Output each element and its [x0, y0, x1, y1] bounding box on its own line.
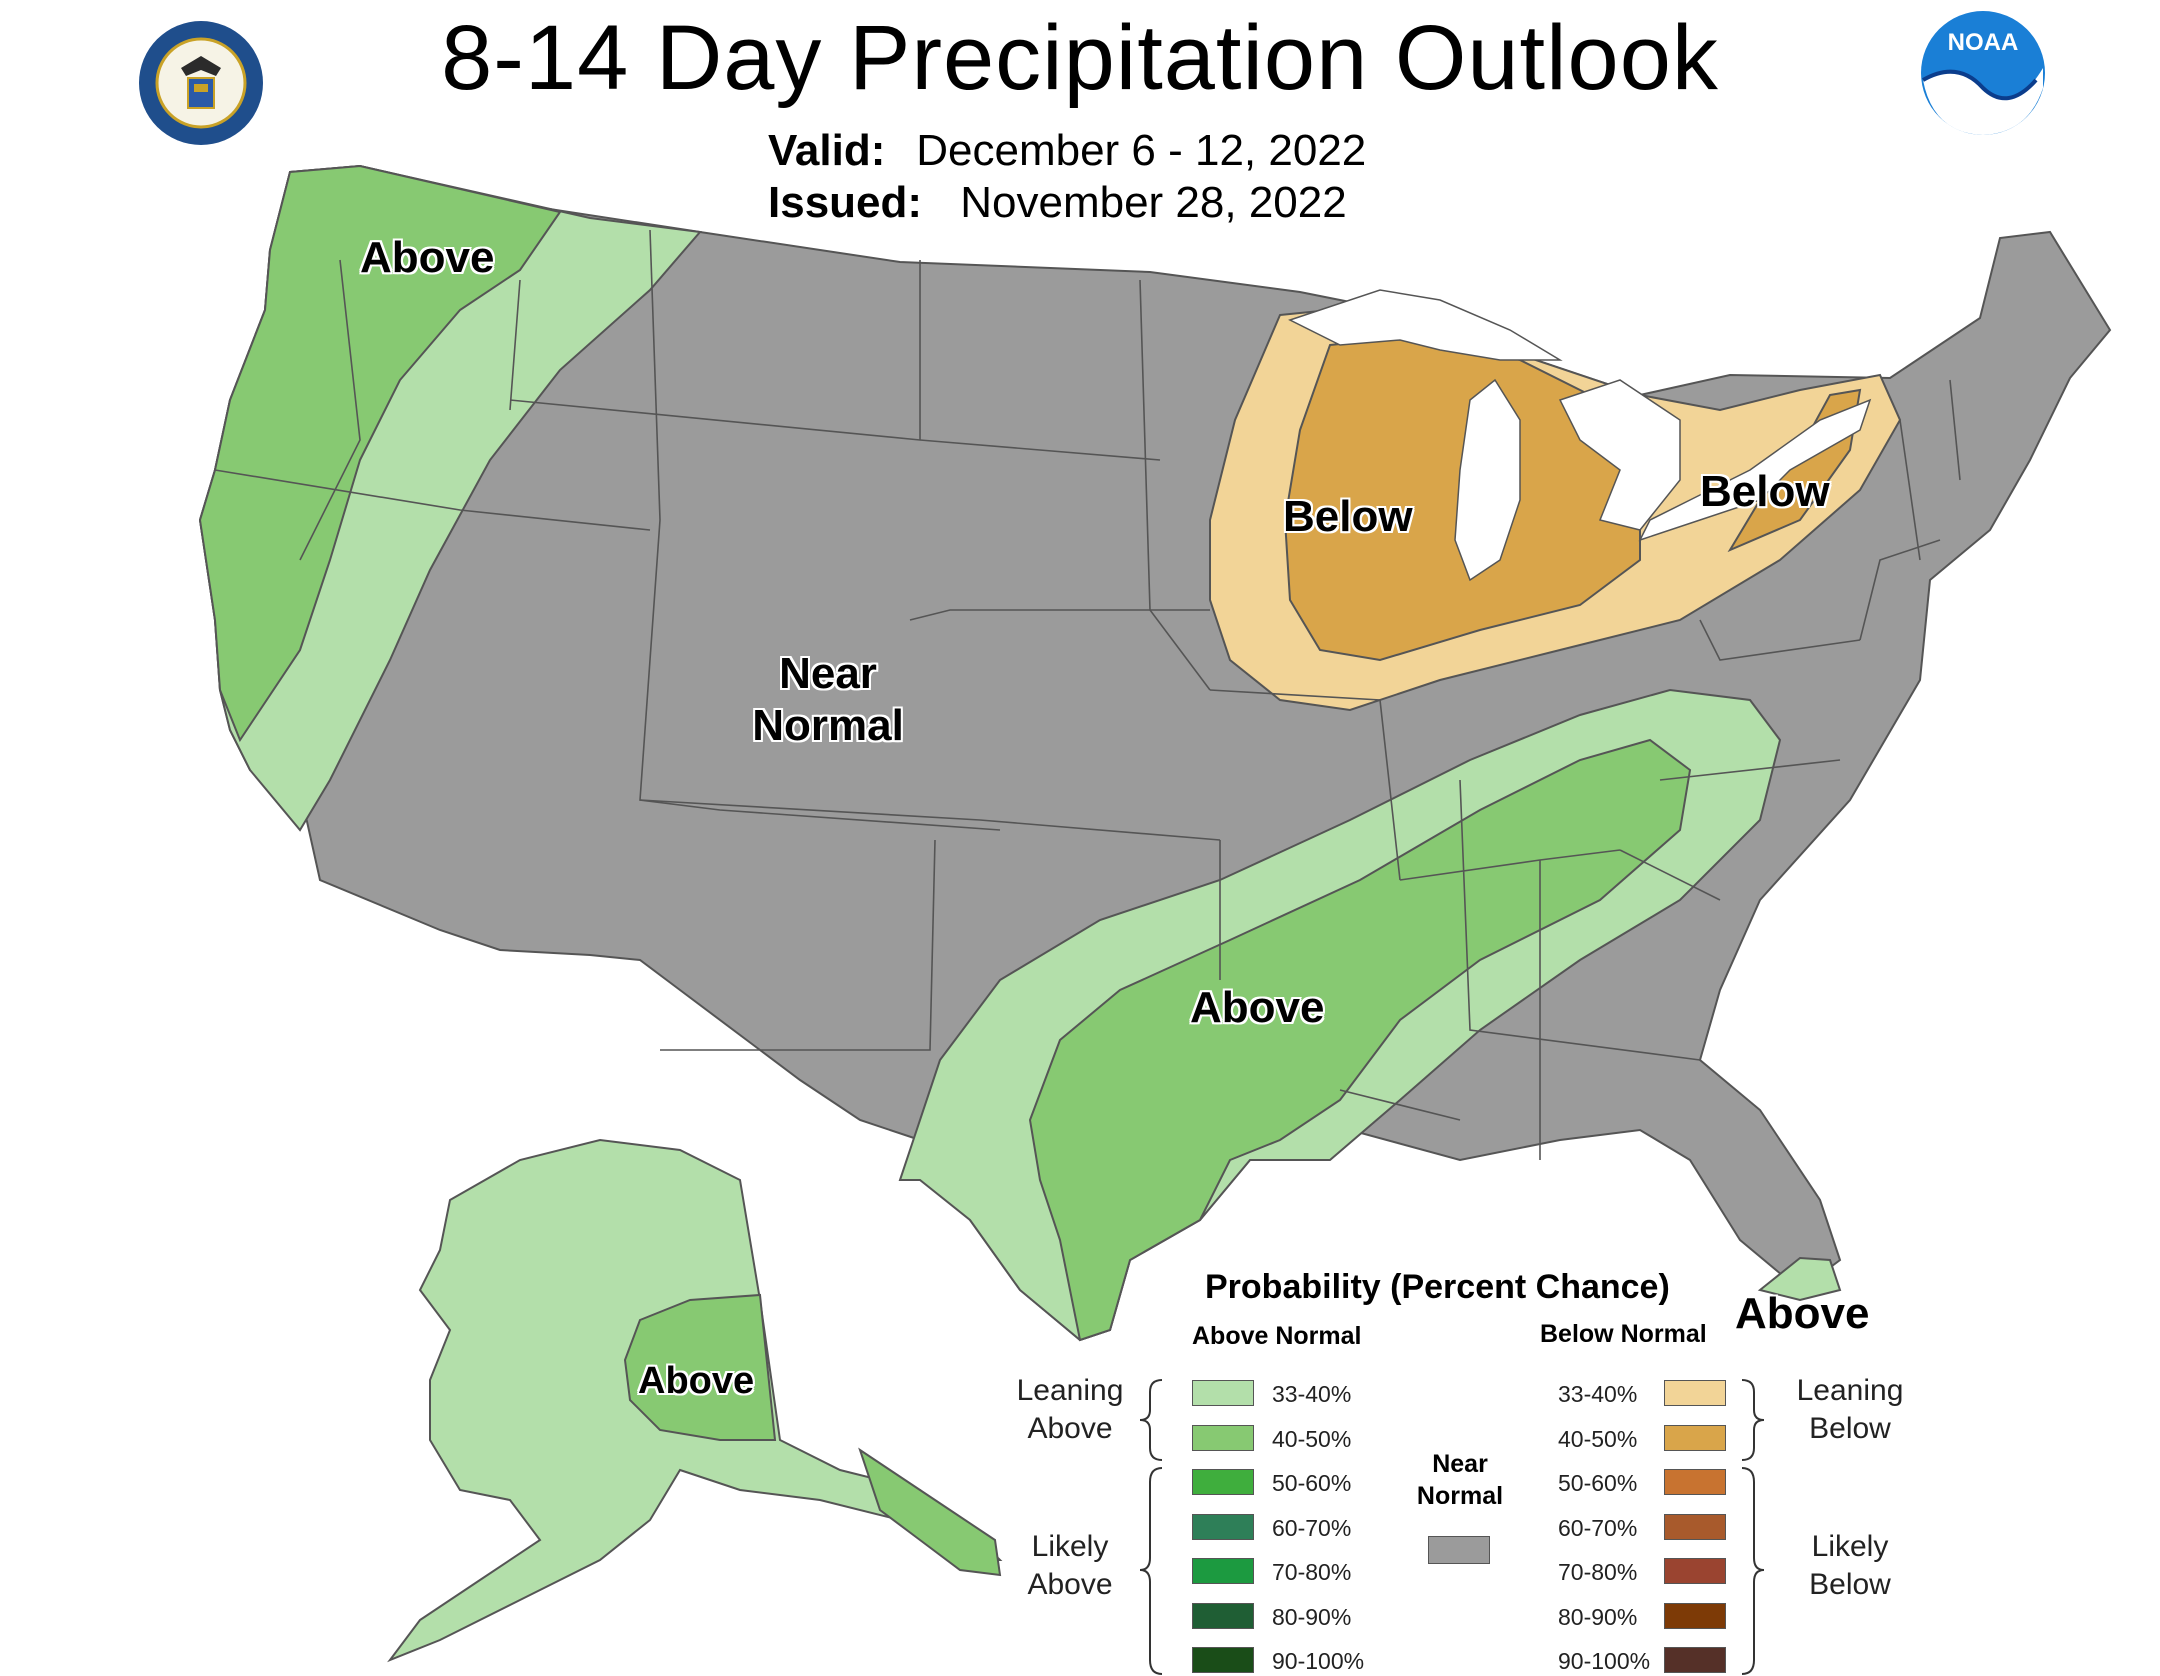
- label-south-above: Above: [1190, 983, 1325, 1032]
- issued-value: November 28, 2022: [960, 178, 1347, 227]
- label-northeast-below: Below: [1700, 467, 1830, 516]
- legend-swatch-below-4: [1664, 1558, 1726, 1584]
- legend-pct-below-2: 50-60%: [1558, 1470, 1638, 1496]
- legend-swatch-above-6: [1192, 1647, 1254, 1673]
- legend-title: Probability (Percent Chance): [1205, 1268, 1670, 1306]
- likely-above-line2: Above: [1027, 1568, 1113, 1601]
- legend-pct-below-5: 80-90%: [1558, 1604, 1638, 1630]
- likely-below-line2: Below: [1809, 1568, 1891, 1601]
- valid-label: Valid:: [768, 126, 886, 175]
- leaning-below-line2: Below: [1809, 1412, 1891, 1445]
- legend-swatch-above-2: [1192, 1469, 1254, 1495]
- legend-leaning-below: Leaning Below: [1780, 1372, 1920, 1448]
- legend-pct-above-4: 70-80%: [1272, 1559, 1352, 1585]
- legend-pct-above-3: 60-70%: [1272, 1515, 1352, 1541]
- legend-above-head: Above Normal: [1192, 1322, 1362, 1350]
- south-above: [1028, 738, 1692, 1342]
- legend-pct-below-0: 33-40%: [1558, 1381, 1638, 1407]
- legend-swatch-above-4: [1192, 1558, 1254, 1584]
- west-coast-above: [198, 164, 562, 743]
- legend-swatch-below-2: [1664, 1469, 1726, 1495]
- legend-likely-above: Likely Above: [1000, 1528, 1140, 1604]
- brace-leaning-below: [1741, 1379, 1765, 1461]
- legend-pct-below-3: 60-70%: [1558, 1515, 1638, 1541]
- legend-swatch-near-normal: [1428, 1536, 1490, 1564]
- label-normal: Normal: [752, 701, 904, 750]
- legend-swatch-below-0: [1664, 1380, 1726, 1406]
- legend-pct-below-4: 70-80%: [1558, 1559, 1638, 1585]
- legend-pct-above-0: 33-40%: [1272, 1381, 1352, 1407]
- legend-swatch-above-0: [1192, 1380, 1254, 1406]
- legend-likely-below: Likely Below: [1780, 1528, 1920, 1604]
- state-borders: [214, 229, 1961, 1160]
- brace-likely-above: [1139, 1467, 1163, 1675]
- florida-leaning-above: [1757, 1256, 1842, 1302]
- noaa-logo-text: NOAA: [1948, 29, 2019, 56]
- label-near-normal: Near Normal: [738, 648, 918, 752]
- legend-pct-above-6: 90-100%: [1272, 1648, 1365, 1674]
- label-great-lakes-below: Below: [1283, 492, 1413, 541]
- legend-pct-above-2: 50-60%: [1272, 1470, 1352, 1496]
- noaa-logo-icon: NOAA: [1921, 11, 2045, 135]
- likely-above-line1: Likely: [1031, 1530, 1109, 1563]
- brace-leaning-above: [1139, 1379, 1163, 1461]
- legend-pct-above-5: 80-90%: [1272, 1604, 1352, 1630]
- valid-value: December 6 - 12, 2022: [916, 126, 1367, 175]
- alaska-panhandle-above: [858, 1447, 1002, 1577]
- doc-seal-icon: [139, 21, 263, 145]
- leaning-below-line1: Leaning: [1796, 1374, 1904, 1407]
- page-title: 8-14 Day Precipitation Outlook: [441, 7, 1719, 109]
- lake-michigan: [1454, 378, 1521, 582]
- leaning-above-line2: Above: [1027, 1412, 1113, 1445]
- legend-leaning-above: Leaning Above: [1000, 1372, 1140, 1448]
- legend-swatch-above-5: [1192, 1603, 1254, 1629]
- lake-huron: [1558, 379, 1681, 531]
- brace-likely-below: [1741, 1467, 1765, 1675]
- legend-pct-above-1: 40-50%: [1272, 1426, 1352, 1452]
- legend-below-head: Below Normal: [1540, 1320, 1707, 1348]
- label-florida-above: Above: [1735, 1289, 1870, 1338]
- legend-swatch-above-1: [1192, 1425, 1254, 1451]
- legend-swatch-below-5: [1664, 1603, 1726, 1629]
- legend-pct-below-6: 90-100%: [1558, 1648, 1651, 1674]
- outlook-dates: Valid: December 6 - 12, 2022 Issued: Nov…: [768, 125, 1366, 229]
- legend-swatch-below-3: [1664, 1514, 1726, 1540]
- lake-erie-ontario: [1638, 398, 1872, 542]
- leaning-above-line1: Leaning: [1016, 1374, 1124, 1407]
- legend-swatch-below-1: [1664, 1425, 1726, 1451]
- issued-label: Issued:: [768, 178, 923, 227]
- label-pnw-above: Above: [360, 233, 495, 282]
- near-normal-line1: Near: [1432, 1450, 1488, 1478]
- legend-swatch-below-6: [1664, 1647, 1726, 1673]
- near-normal-line2: Normal: [1416, 1482, 1504, 1510]
- lake-superior: [1288, 289, 1563, 361]
- label-alaska-above: Above: [638, 1360, 755, 1402]
- alaska-above: [623, 1293, 777, 1441]
- legend-swatch-above-3: [1192, 1514, 1254, 1540]
- label-near: Near: [779, 649, 877, 698]
- likely-below-line1: Likely: [1811, 1530, 1889, 1563]
- legend-pct-below-1: 40-50%: [1558, 1426, 1638, 1452]
- legend-near-normal: Near Normal: [1410, 1448, 1510, 1512]
